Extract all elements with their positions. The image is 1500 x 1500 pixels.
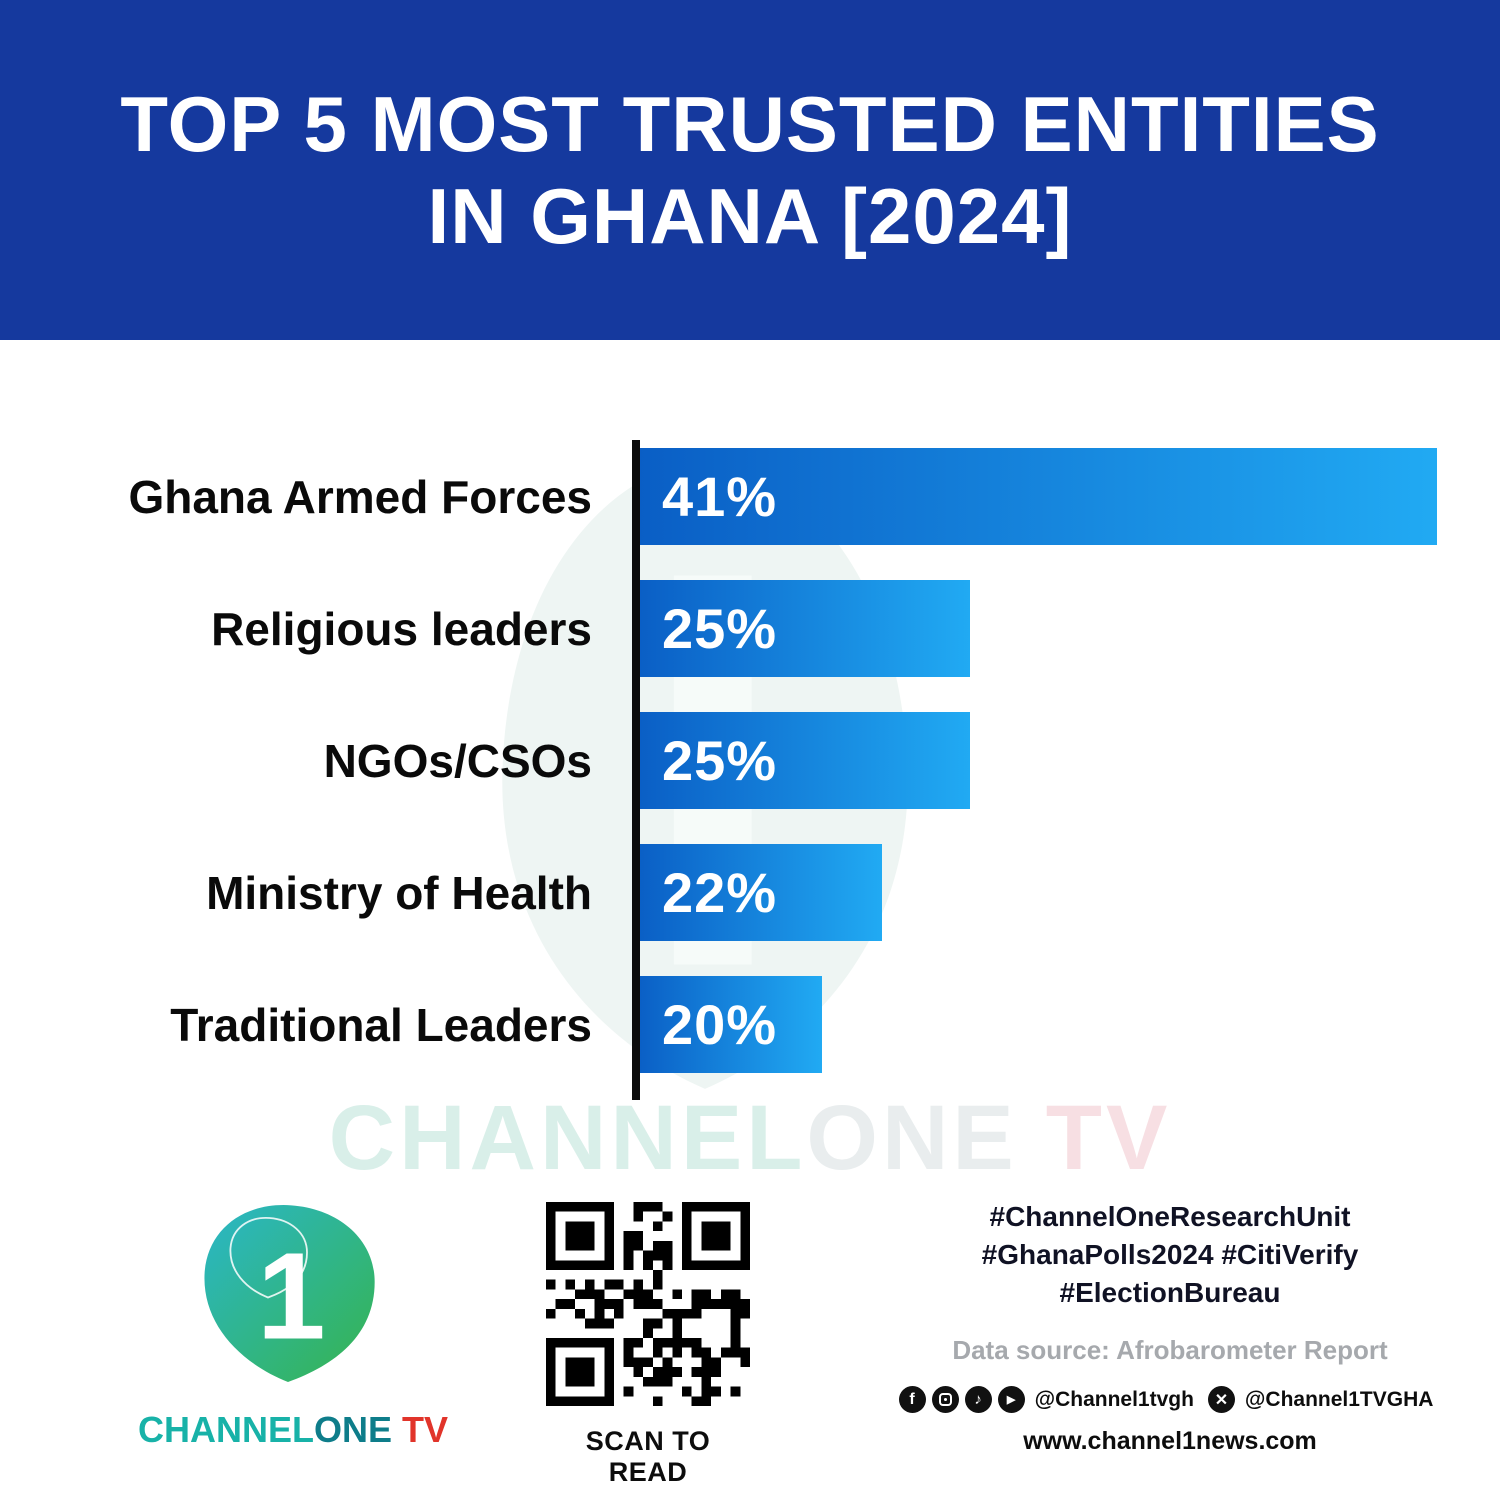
bar-track: 20% [636, 976, 1500, 1073]
chart-row: Religious leaders 25% [0, 580, 1500, 677]
channel-one-logo-block: 1 CHANNELONE TV [138, 1192, 448, 1451]
chart-row: NGOs/CSOs 25% [0, 712, 1500, 809]
header-banner: TOP 5 MOST TRUSTED ENTITIES IN GHANA [20… [0, 0, 1500, 340]
channel-one-wordmark: CHANNELONE TV [138, 1409, 448, 1451]
category-label: Ministry of Health [206, 866, 592, 919]
website-url: www.channel1news.com [1023, 1427, 1317, 1456]
hashtags-line3: #ElectionBureau [1059, 1276, 1281, 1308]
footer-info-block: #ChannelOneResearchUnit #GhanaPolls2024 … [898, 1198, 1433, 1456]
bar-value-label: 20% [662, 993, 778, 1056]
bar-track: 25% [636, 580, 1500, 677]
bar-track: 41% [636, 448, 1500, 545]
channel-one-logo-icon: 1 [204, 1205, 375, 1382]
bar-chart: Ghana Armed Forces 41% Religious leaders… [0, 448, 1500, 1108]
social-handle-1: @Channel1tvgh [1034, 1387, 1194, 1411]
bar-track: 22% [636, 844, 1500, 941]
category-label: Ghana Armed Forces [128, 470, 592, 523]
qr-caption: SCAN TO READ [585, 1426, 711, 1487]
hashtags-line2: #GhanaPolls2024 #CitiVerify [981, 1238, 1359, 1270]
qr-block: SCAN TO READ [543, 1202, 753, 1488]
instagram-icon [931, 1386, 959, 1414]
bar-value-label: 25% [662, 729, 778, 792]
youtube-icon: ▶ [997, 1386, 1025, 1414]
facebook-icon: f [898, 1386, 926, 1414]
social-handle-2: @Channel1TVGHA [1244, 1387, 1434, 1411]
qr-code [546, 1202, 750, 1406]
watermark-part-tv: TV [1045, 1087, 1172, 1189]
page-title-line2: IN GHANA [2024] [427, 172, 1073, 260]
wordmark-channel: CHANNEL [138, 1409, 314, 1450]
bar-value-label: 41% [662, 465, 778, 528]
bar-value-label: 22% [662, 861, 778, 924]
category-label: Religious leaders [211, 602, 592, 655]
bar: 20% [636, 976, 822, 1073]
bar: 22% [636, 844, 883, 941]
bar-value-label: 25% [662, 597, 778, 660]
tiktok-icon: ♪ [964, 1386, 992, 1414]
watermark-part-channel: CHANNEL [328, 1087, 807, 1189]
watermark-part-one: ONE [806, 1087, 1018, 1189]
x-icon: ✕ [1207, 1386, 1235, 1414]
wordmark-one: ONE [314, 1409, 393, 1450]
svg-text:1: 1 [257, 1228, 326, 1366]
chart-row: Ghana Armed Forces 41% [0, 448, 1500, 545]
page-title-line1: TOP 5 MOST TRUSTED ENTITIES [120, 79, 1380, 168]
wordmark-tv: TV [402, 1409, 449, 1450]
bar: 41% [636, 448, 1437, 545]
hashtags-line1: #ChannelOneResearchUnit [989, 1201, 1351, 1232]
chart-row: Traditional Leaders 20% [0, 976, 1500, 1073]
bar-track: 25% [636, 712, 1500, 809]
category-label: NGOs/CSOs [323, 734, 592, 787]
chart-axis-line [632, 440, 640, 1100]
bar: 25% [636, 580, 970, 677]
category-label: Traditional Leaders [170, 998, 592, 1051]
data-source-text: Data source: Afrobarometer Report [952, 1335, 1388, 1366]
social-row: f ♪ ▶ @Channel1tvgh ✕ @Channel1TVGHA [898, 1386, 1433, 1414]
brand-text-watermark: CHANNELONE TV [0, 1086, 1500, 1191]
bar: 25% [636, 712, 970, 809]
chart-row: Ministry of Health 22% [0, 844, 1500, 941]
